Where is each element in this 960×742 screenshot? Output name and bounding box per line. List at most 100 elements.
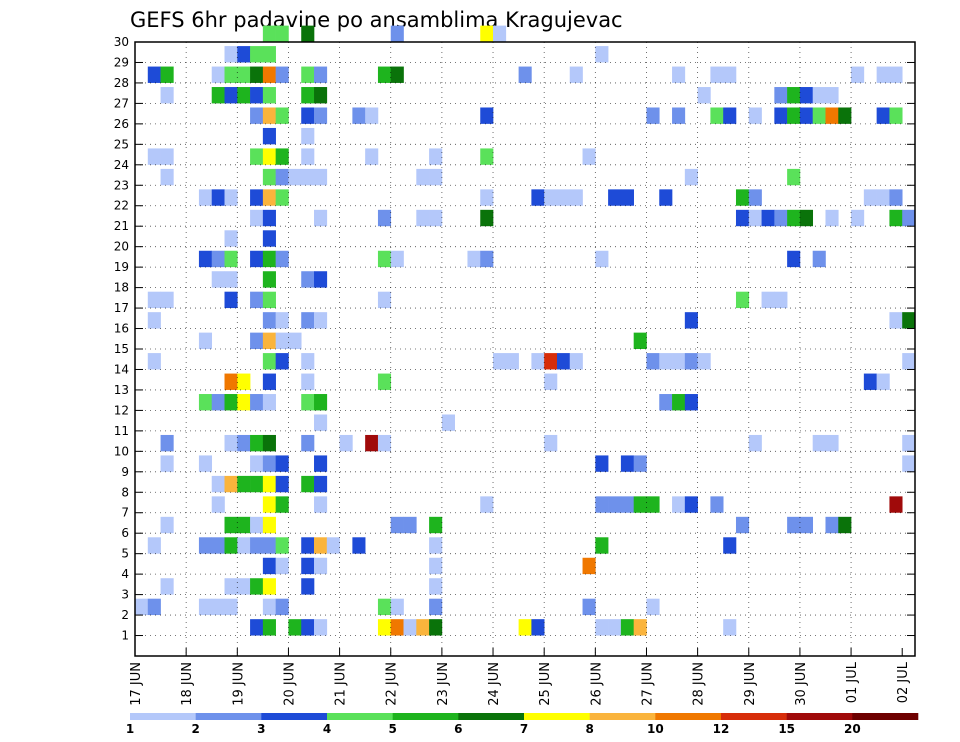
colorbar-swatch [852, 713, 919, 720]
heatmap-cell [799, 107, 814, 124]
heatmap-cell [723, 537, 737, 554]
heatmap-cell [288, 619, 302, 636]
heatmap-cell [237, 394, 251, 411]
y-tick-label: 19 [114, 260, 129, 274]
x-tick-label: 24 JUN [487, 662, 502, 706]
heatmap-cell [825, 107, 839, 124]
heatmap-cell [262, 87, 276, 104]
heatmap-cell [262, 127, 276, 145]
heatmap-cell [582, 557, 596, 575]
heatmap-cell [160, 87, 174, 104]
heatmap-cell [774, 209, 788, 227]
heatmap-cell [198, 394, 213, 411]
y-tick-label: 28 [114, 76, 129, 90]
x-tick-label: 23 JUN [436, 662, 451, 706]
heatmap-cell [620, 619, 634, 636]
colorbar-swatch [655, 713, 722, 720]
heatmap-cell [237, 578, 251, 595]
heatmap-cell [620, 496, 634, 513]
colorbar-label: 20 [844, 722, 861, 736]
heatmap-cell [774, 291, 788, 309]
heatmap-cell [198, 189, 213, 206]
heatmap-cell [480, 250, 494, 268]
heatmap-cell [799, 87, 814, 104]
y-tick-label: 24 [114, 158, 129, 172]
heatmap-cell [224, 598, 238, 616]
x-tick-label: 18 JUN [180, 662, 195, 706]
heatmap-cell [672, 394, 686, 411]
heatmap-cell [237, 87, 251, 104]
heatmap-cell [314, 66, 328, 83]
heatmap-cell [633, 619, 647, 636]
y-tick-label: 13 [114, 383, 129, 397]
heatmap-cell [262, 189, 276, 206]
heatmap-cell [480, 107, 494, 124]
heatmap-cell [595, 619, 609, 636]
heatmap-cell [262, 230, 276, 247]
heatmap-cell [262, 332, 276, 349]
heatmap-cell [429, 619, 443, 636]
heatmap-cell [697, 353, 711, 370]
heatmap-cell [569, 189, 583, 206]
colorbar-swatch [195, 713, 262, 720]
y-tick-label: 16 [114, 322, 129, 336]
heatmap-cell [684, 353, 698, 370]
heatmap-cell [595, 250, 609, 268]
heatmap-cell [262, 271, 276, 288]
y-tick-label: 29 [114, 55, 129, 69]
y-tick-label: 1 [121, 629, 129, 643]
heatmap-cell [774, 107, 788, 124]
x-tick-label: 17 JUN [129, 662, 144, 706]
y-tick-label: 18 [114, 281, 129, 295]
heatmap-cell [301, 312, 315, 329]
colorbar-label: 15 [778, 722, 795, 736]
heatmap-cell [314, 394, 328, 411]
heatmap-cell [646, 107, 660, 124]
heatmap-cell [301, 127, 315, 145]
heatmap-cell [160, 516, 174, 534]
heatmap-cell [224, 230, 238, 247]
y-tick-label: 9 [121, 465, 129, 479]
heatmap-cell [672, 496, 686, 513]
heatmap-cell [377, 619, 392, 636]
heatmap-cell [237, 373, 251, 390]
heatmap-cell [851, 209, 865, 227]
heatmap-cell [761, 291, 775, 309]
heatmap-cell [314, 496, 328, 513]
colorbar-label: 2 [191, 722, 199, 736]
y-tick-label: 23 [114, 178, 129, 192]
heatmap-cell [224, 516, 238, 534]
heatmap-cell [684, 496, 698, 513]
heatmap-cell [697, 87, 711, 104]
heatmap-cell [902, 209, 916, 227]
heatmap-cell [889, 189, 903, 206]
y-tick-label: 17 [114, 301, 129, 315]
heatmap-cell [595, 455, 609, 472]
heatmap-cell [198, 598, 213, 616]
heatmap-cell [250, 537, 264, 554]
heatmap-cell [237, 46, 251, 63]
heatmap-cell [429, 537, 443, 554]
heatmap-cell [633, 496, 647, 513]
heatmap-cell [544, 353, 558, 370]
x-tick-label: 01 JUL [845, 661, 860, 703]
heatmap-cell [262, 373, 276, 390]
x-tick-label: 30 JUN [794, 662, 809, 706]
heatmap-cell [198, 537, 213, 554]
y-tick-label: 21 [114, 219, 129, 233]
heatmap-cell [787, 250, 801, 268]
heatmap-cell [441, 414, 455, 431]
heatmap-cell [237, 537, 251, 554]
heatmap-cell [659, 353, 673, 370]
heatmap-cell [595, 496, 609, 513]
heatmap-cell [211, 537, 225, 554]
y-tick-label: 7 [121, 506, 129, 520]
heatmap-cell [198, 250, 213, 268]
heatmap-cell [774, 87, 788, 104]
heatmap-cell [224, 271, 238, 288]
heatmap-cell [211, 496, 225, 513]
heatmap-cell [876, 66, 890, 83]
heatmap-cell [812, 250, 826, 268]
heatmap-cell [147, 312, 161, 329]
heatmap-cell [224, 291, 238, 309]
